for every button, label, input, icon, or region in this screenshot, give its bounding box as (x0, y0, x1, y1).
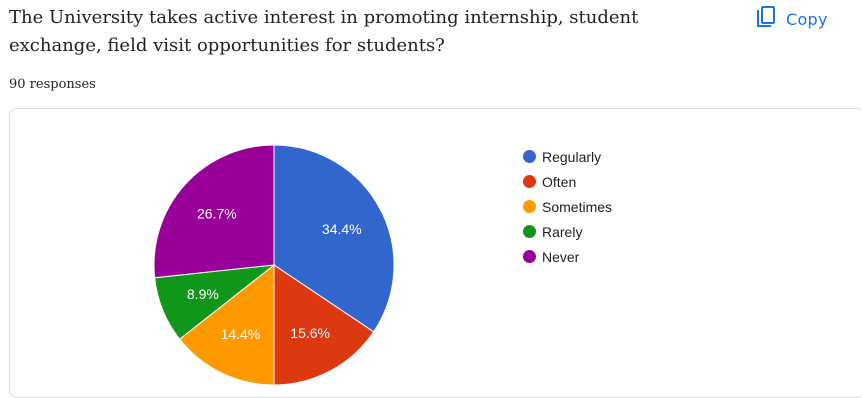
legend-item-never: Never (523, 244, 612, 269)
legend-label: Never (542, 248, 580, 265)
legend-label: Often (542, 173, 577, 190)
legend-label: Sometimes (542, 198, 613, 215)
chart-legend: Regularly Often Sometimes Rarely Never (523, 144, 612, 269)
pie-slice-sometimes (178, 263, 275, 386)
legend-item-rarely: Rarely (523, 219, 612, 244)
pie-slice-never (153, 144, 275, 279)
pie-slice-often (273, 264, 375, 386)
question-line-1: The University takes active interest in … (9, 7, 639, 28)
legend-label: Regularly (542, 148, 602, 165)
slice-label-never: 26.7% (197, 206, 237, 222)
legend-swatch (523, 200, 536, 213)
slice-label-sometimes: 14.4% (221, 326, 261, 342)
copy-button[interactable]: Copy (756, 5, 828, 33)
legend-item-sometimes: Sometimes (523, 194, 612, 219)
copy-icon (756, 5, 776, 33)
legend-swatch (523, 150, 536, 163)
legend-item-regularly: Regularly (523, 144, 612, 169)
legend-item-often: Often (523, 169, 612, 194)
response-count: 90 responses (9, 77, 96, 92)
copy-button-label: Copy (786, 9, 828, 29)
slice-label-rarely: 8.9% (187, 286, 219, 302)
legend-label: Rarely (542, 223, 583, 240)
legend-swatch (523, 250, 536, 263)
legend-swatch (523, 175, 536, 188)
pie-slice-regularly (273, 144, 395, 333)
question-line-2: exchange, field visit opportunities for … (9, 35, 445, 56)
slice-label-often: 15.6% (290, 325, 330, 341)
slice-label-regularly: 34.4% (322, 221, 362, 237)
question-text: The University takes active interest in … (9, 4, 649, 60)
legend-swatch (523, 225, 536, 238)
